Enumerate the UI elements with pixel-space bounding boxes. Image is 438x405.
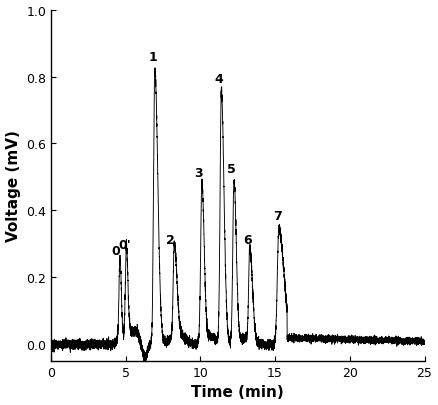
Text: 2: 2 — [166, 233, 175, 246]
Text: 6: 6 — [243, 233, 252, 246]
Y-axis label: Voltage (mV): Voltage (mV) — [6, 130, 21, 242]
Text: 3: 3 — [194, 166, 202, 179]
Text: 1: 1 — [148, 51, 157, 64]
Text: 4: 4 — [214, 72, 223, 86]
Text: 0': 0' — [119, 238, 131, 251]
Text: 7: 7 — [273, 210, 282, 223]
Text: 0: 0 — [112, 245, 120, 258]
X-axis label: Time (min): Time (min) — [191, 384, 284, 399]
Text: 5: 5 — [227, 163, 236, 176]
